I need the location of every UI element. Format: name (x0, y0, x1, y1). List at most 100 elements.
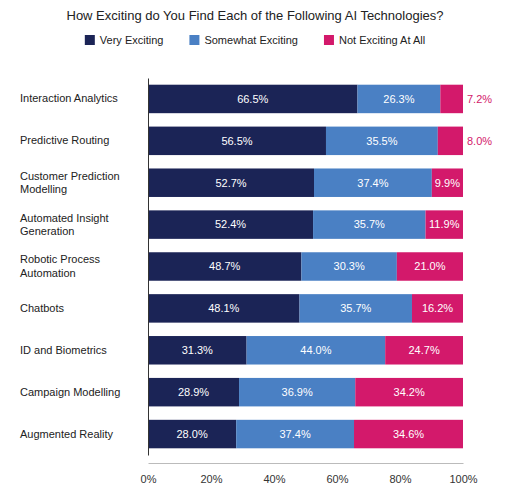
bar-segment (239, 378, 355, 406)
data-label: 26.3% (383, 93, 414, 105)
y-tick: Robotic ProcessAutomation (20, 253, 148, 278)
data-label: 30.3% (334, 260, 365, 272)
bars (148, 85, 463, 449)
bar-segment (148, 252, 301, 280)
x-tick: 40% (263, 463, 285, 485)
x-tick: 80% (389, 463, 411, 485)
data-label: 48.1% (208, 302, 239, 314)
bar-segment (313, 210, 425, 238)
bar-segment (148, 420, 236, 448)
legend-swatch (189, 35, 199, 45)
x-tick-label: 100% (449, 473, 477, 485)
bar-segment (440, 85, 463, 113)
data-label: 36.9% (282, 386, 313, 398)
data-label: 28.0% (176, 428, 207, 440)
y-tick-label-line: Augmented Reality (20, 428, 113, 440)
data-label: 31.3% (182, 344, 213, 356)
data-label: 9.9% (435, 177, 460, 189)
y-tick-label: Interaction Analytics (20, 92, 118, 104)
data-label: 48.7% (209, 260, 240, 272)
x-tick-label: 40% (263, 473, 285, 485)
bar-segment (326, 127, 438, 155)
bar-segment (148, 127, 326, 155)
y-tick-label-line: Modelling (20, 183, 67, 195)
x-tick: 100% (449, 463, 477, 485)
x-tick-label: 20% (200, 473, 222, 485)
y-tick-label: ID and Biometrics (20, 344, 107, 356)
y-tick: ID and Biometrics (20, 344, 148, 356)
y-tick: Chatbots (20, 302, 148, 314)
y-tick-label: Automated InsightGeneration (20, 212, 109, 237)
y-tick-label: Predictive Routing (20, 134, 109, 146)
bar-segment (354, 420, 463, 448)
data-label: 44.0% (300, 344, 331, 356)
data-label: 7.2% (467, 93, 492, 105)
data-label: 37.4% (280, 428, 311, 440)
y-tick-label-line: Chatbots (20, 302, 65, 314)
data-labels: 66.5%56.5%52.7%52.4%48.7%48.1%31.3%28.9%… (176, 93, 492, 440)
x-tick: 60% (326, 463, 348, 485)
legend-swatch (324, 35, 334, 45)
y-tick-label-line: ID and Biometrics (20, 344, 107, 356)
data-label: 35.7% (340, 302, 371, 314)
y-tick-label-line: Customer Prediction (20, 170, 120, 182)
data-label: 11.9% (429, 218, 460, 230)
y-tick: Predictive Routing (20, 134, 148, 146)
legend-label: Very Exciting (100, 34, 164, 46)
y-tick: Campaign Modelling (20, 386, 148, 398)
bar-segment (438, 127, 463, 155)
data-label: 8.0% (467, 135, 492, 147)
data-label: 16.2% (422, 302, 453, 314)
y-tick-label-line: Predictive Routing (20, 134, 109, 146)
y-tick-label: Customer PredictionModelling (20, 170, 120, 195)
bar-segment (247, 336, 386, 364)
x-axis: 0% 20% 40% 60% 80% 100% (141, 463, 478, 485)
legend-item: Somewhat Exciting (189, 34, 298, 46)
y-tick-label-line: Generation (20, 225, 74, 237)
y-axis: Interaction Analytics Predictive Routing C… (20, 79, 149, 456)
data-label: 35.7% (354, 218, 385, 230)
bar-segment (148, 336, 247, 364)
y-tick-label-line: Automated Insight (20, 212, 109, 224)
data-label: 52.7% (215, 177, 246, 189)
bar-segment (426, 210, 463, 238)
data-label: 52.4% (215, 218, 246, 230)
bar-segment (148, 210, 313, 238)
bar-segment (357, 85, 440, 113)
bar-segment (148, 168, 314, 196)
x-tick: 20% (200, 463, 222, 485)
y-tick: Interaction Analytics (20, 92, 148, 104)
y-tick-label-line: Interaction Analytics (20, 92, 118, 104)
bar-segment (300, 294, 412, 322)
y-tick: Augmented Reality (20, 428, 148, 440)
legend-swatch (85, 35, 95, 45)
data-label: 24.7% (408, 344, 439, 356)
bar-segment (397, 252, 463, 280)
bar-segment (412, 294, 463, 322)
y-tick-label: Campaign Modelling (20, 386, 120, 398)
y-axis-line (148, 79, 149, 456)
y-tick-label-line: Robotic Process (20, 253, 101, 265)
y-tick: Customer PredictionModelling (20, 170, 148, 195)
bar-segment (301, 252, 396, 280)
y-tick-label: Augmented Reality (20, 428, 113, 440)
x-tick-label: 60% (326, 473, 348, 485)
chart: How Exciting do You Find Each of the Fol… (0, 0, 510, 497)
bar-segment (432, 168, 463, 196)
bar-segment (148, 85, 357, 113)
bar-segment (148, 294, 300, 322)
legend-item: Not Exciting At All (324, 34, 425, 46)
data-label: 56.5% (221, 135, 252, 147)
legend-item: Very Exciting (85, 34, 164, 46)
data-label: 66.5% (237, 93, 268, 105)
legend: Very Exciting Somewhat Exciting Not Exciti… (85, 34, 425, 46)
x-tick: 0% (141, 463, 157, 485)
data-label: 35.5% (366, 135, 397, 147)
bar-segment (148, 378, 239, 406)
data-label: 37.4% (357, 177, 388, 189)
y-tick-label: Robotic ProcessAutomation (20, 253, 101, 278)
y-tick-label: Chatbots (20, 302, 65, 314)
data-label: 34.6% (393, 428, 424, 440)
bar-segment (385, 336, 463, 364)
legend-label: Somewhat Exciting (204, 34, 298, 46)
